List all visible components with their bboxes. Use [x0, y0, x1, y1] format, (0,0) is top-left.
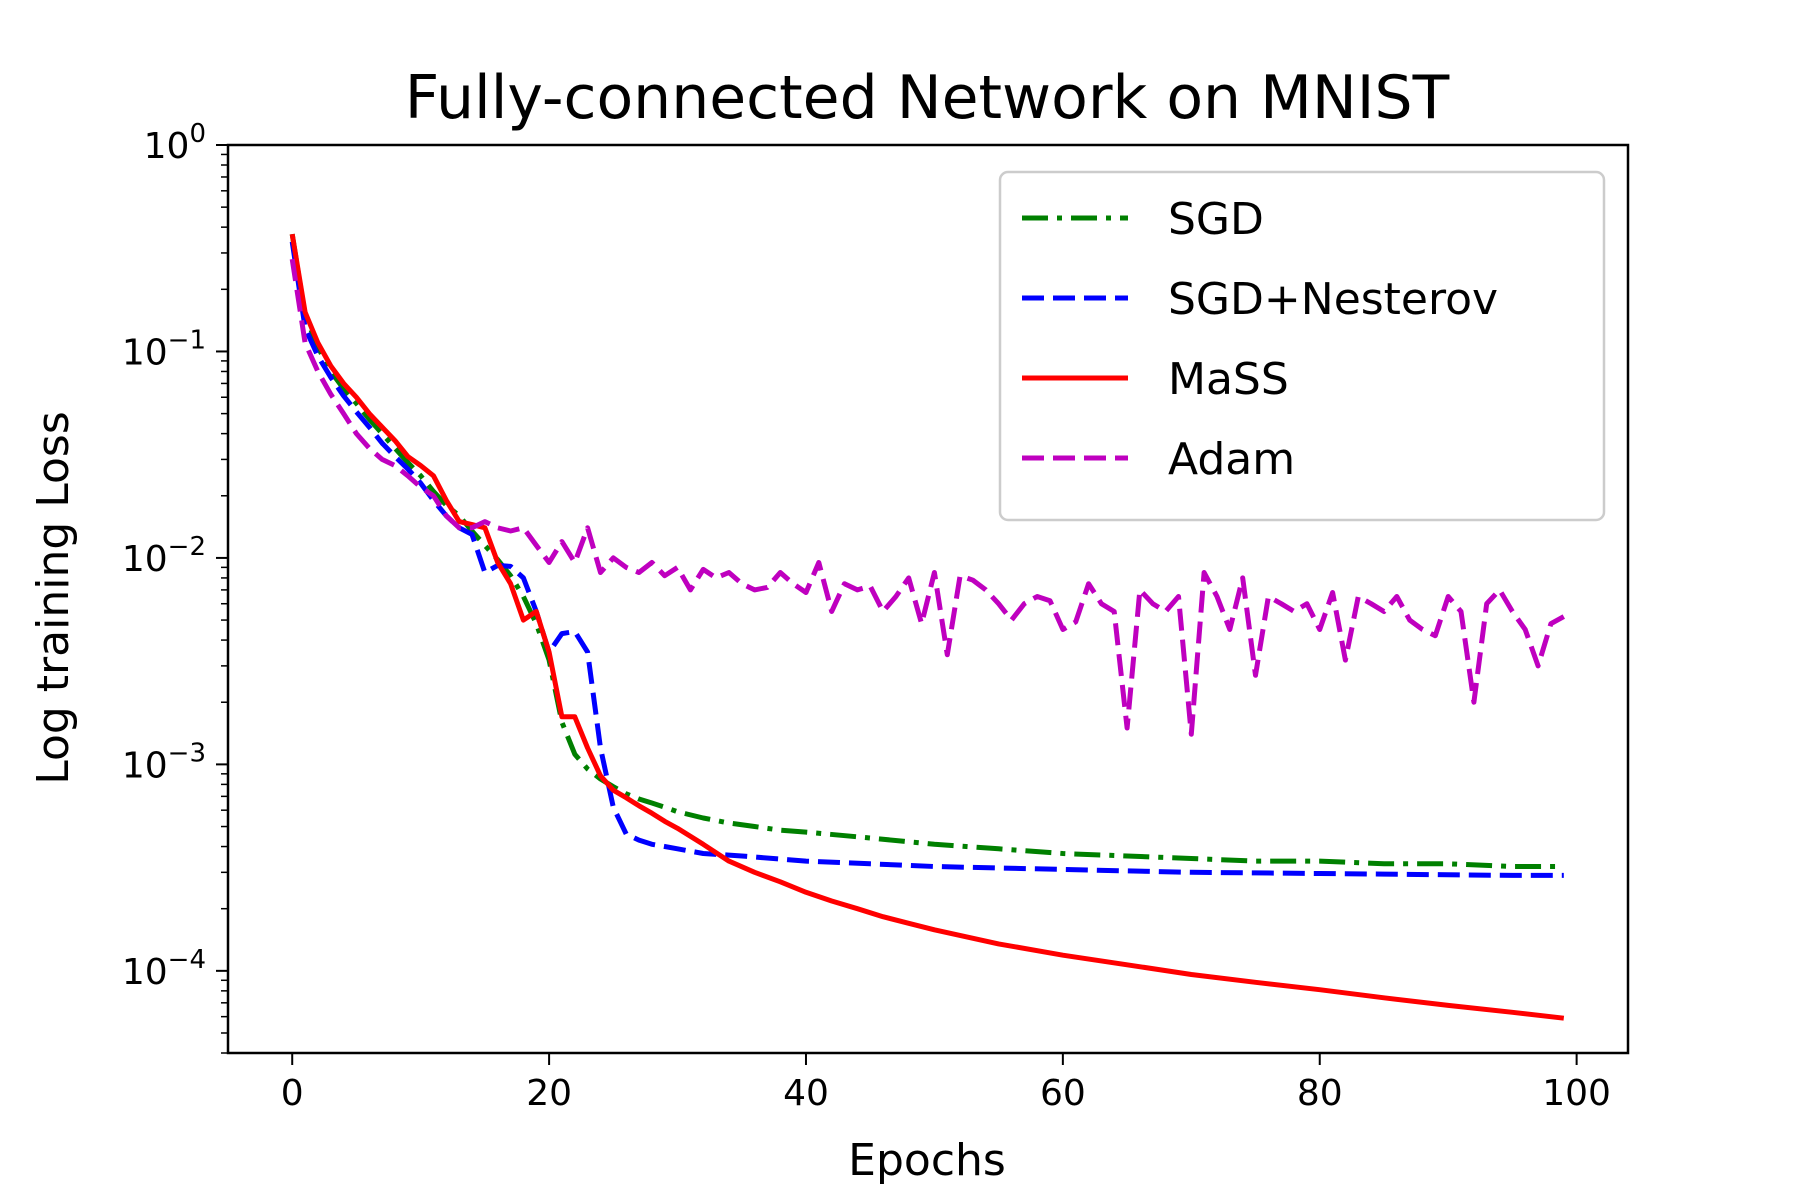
x-tick-label-5: 100 [1542, 1073, 1611, 1114]
series-line-1 [289, 241, 1564, 878]
y-axis-label: Log training Loss [28, 411, 79, 785]
y-tick-label-0: 100 [144, 119, 206, 167]
chart-title: Fully-connected Network on MNIST [405, 63, 1450, 133]
legend-box [998, 170, 1606, 522]
legend-label-0: SGD [1168, 194, 1264, 245]
x-tick-label-3: 60 [1040, 1073, 1086, 1114]
series-line-3 [289, 258, 1566, 737]
x-tick-label-2: 40 [783, 1073, 829, 1114]
y-tick-label-3: 10−3 [122, 738, 206, 786]
legend-label-2: MaSS [1168, 354, 1289, 405]
series-line-2 [289, 233, 1565, 1021]
y-tick-label-1: 10−1 [122, 325, 206, 373]
axis-ticks: 0 20 40 60 80 100 100 10−1 10−2 10−3 10−4 [122, 119, 1611, 1114]
plot-frame [226, 143, 1630, 1055]
y-tick-label-2: 10−2 [122, 532, 206, 580]
x-axis-label: Epochs [848, 1135, 1006, 1186]
x-tick-label-1: 20 [526, 1073, 572, 1114]
legend-label-1: SGD+Nesterov [1168, 274, 1498, 325]
y-tick-label-4: 10−4 [122, 945, 206, 993]
x-tick-label-4: 80 [1297, 1073, 1343, 1114]
x-tick-label-0: 0 [281, 1073, 304, 1114]
legend-label-3: Adam [1168, 434, 1295, 485]
plot-area [289, 233, 1566, 1021]
legend: SGD SGD+Nesterov MaSS Adam [998, 170, 1606, 522]
